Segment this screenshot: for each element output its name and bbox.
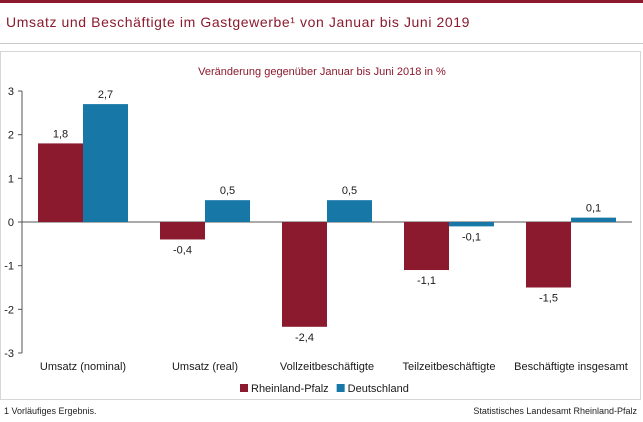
bar xyxy=(571,217,616,222)
bar xyxy=(83,104,128,222)
bar xyxy=(449,222,494,227)
data-label: 0,1 xyxy=(586,203,601,215)
bar xyxy=(282,222,327,327)
y-tick-label: -1 xyxy=(4,261,14,273)
data-label: -0,1 xyxy=(462,231,481,243)
chart-title: Umsatz und Beschäftigte im Gastgewerbe¹ … xyxy=(6,14,471,30)
source-note: Statistisches Landesamt Rheinland-Pfalz xyxy=(473,406,637,416)
y-tick-label: -3 xyxy=(4,348,14,360)
data-label: 1,8 xyxy=(53,128,68,140)
data-label: -0,4 xyxy=(173,244,192,256)
footnote: 1 Vorläufiges Ergebnis. xyxy=(4,406,97,416)
bar xyxy=(327,200,372,222)
data-label: -1,5 xyxy=(539,293,558,305)
x-category-label: Umsatz (real) xyxy=(172,361,238,373)
title-divider xyxy=(0,43,643,44)
bar xyxy=(526,222,571,288)
x-category-label: Vollzeitbeschäftigte xyxy=(280,361,374,373)
legend-label: Deutschland xyxy=(348,383,409,395)
data-label: 2,7 xyxy=(98,89,113,101)
data-label: -2,4 xyxy=(295,332,314,344)
bar xyxy=(38,143,83,222)
legend-swatch xyxy=(240,384,248,392)
top-accent-rule xyxy=(0,0,643,3)
legend-swatch xyxy=(336,384,345,392)
bar xyxy=(160,222,205,240)
x-category-label: Teilzeitbeschäftigte xyxy=(403,361,496,373)
y-tick-label: 1 xyxy=(8,173,14,185)
data-label: -1,1 xyxy=(417,275,436,287)
x-category-label: Beschäftigte insgesamt xyxy=(514,361,628,373)
y-tick-label: 2 xyxy=(8,130,14,142)
data-label: 0,5 xyxy=(220,185,235,197)
bar xyxy=(404,222,449,271)
y-tick-label: -2 xyxy=(4,304,14,316)
data-label: 0,5 xyxy=(342,185,357,197)
chart-frame xyxy=(0,51,641,400)
legend-label: Rheinland-Pfalz xyxy=(251,383,329,395)
bar xyxy=(205,200,250,222)
y-tick-label: 0 xyxy=(8,217,14,229)
y-tick-label: 3 xyxy=(8,86,14,98)
chart-subtitle: Veränderung gegenüber Januar bis Juni 20… xyxy=(198,66,446,78)
x-category-label: Umsatz (nominal) xyxy=(40,361,126,373)
